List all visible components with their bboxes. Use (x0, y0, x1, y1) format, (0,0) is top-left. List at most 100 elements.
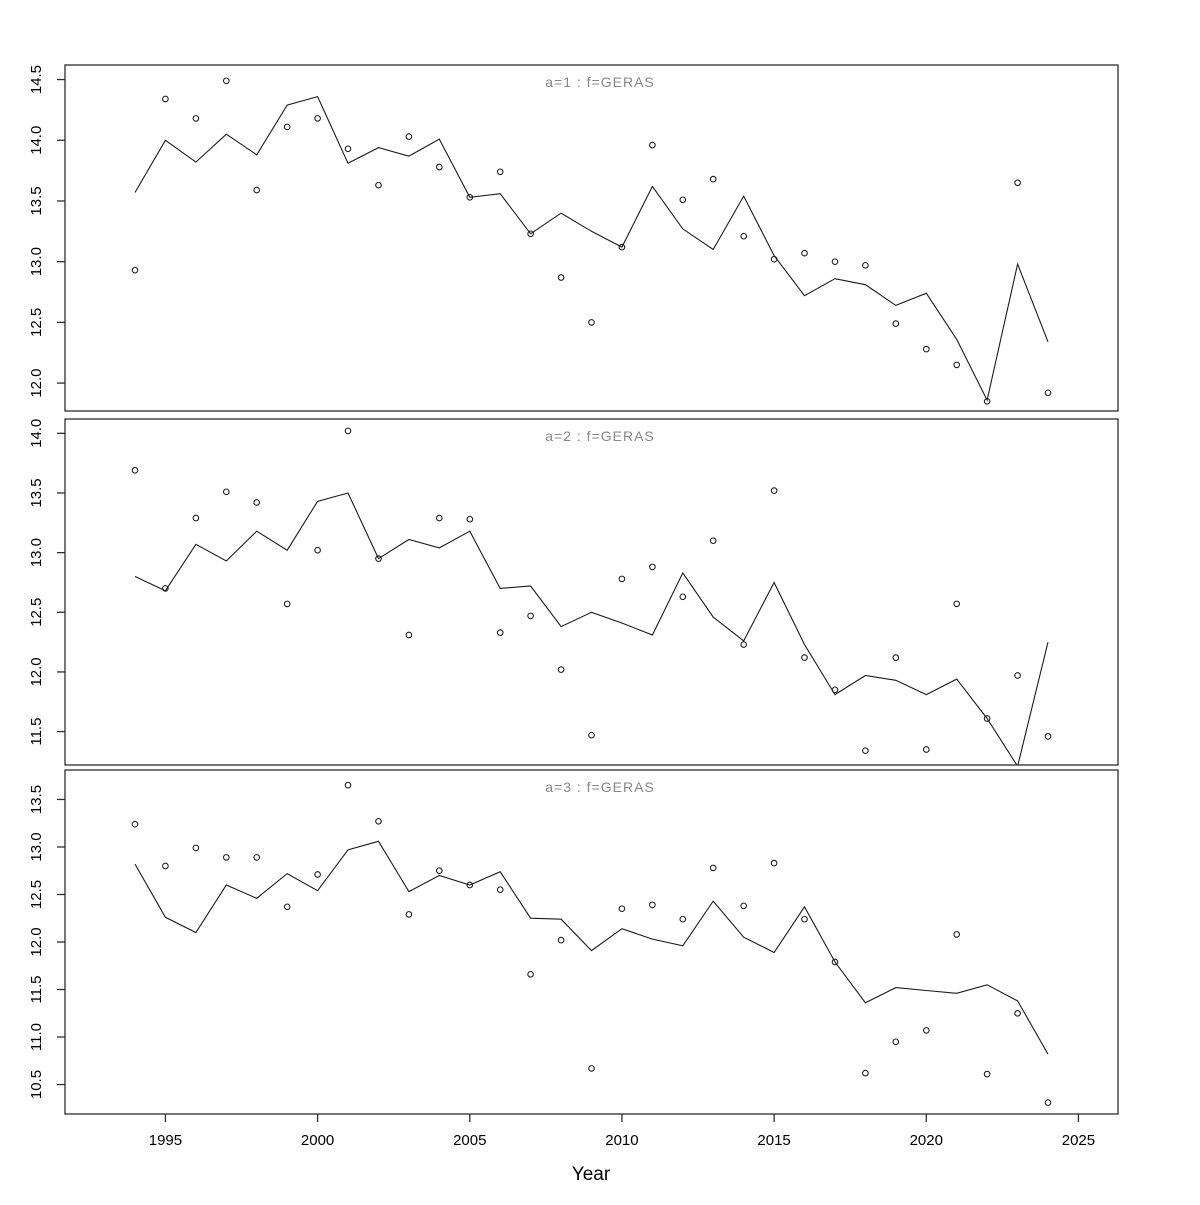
y-tick-label: 11.5 (28, 718, 45, 746)
data-point (557, 274, 565, 281)
y-tick-label: 11.0 (28, 1023, 45, 1051)
panel-1-data (131, 77, 1052, 405)
fitted-line (134, 492, 1049, 765)
data-point (253, 499, 261, 506)
data-point (1014, 179, 1021, 187)
data-point (435, 867, 443, 875)
data-point (466, 193, 474, 201)
data-point (283, 903, 291, 911)
data-point (862, 1069, 869, 1077)
data-point (892, 1038, 900, 1046)
panel-2-data (131, 427, 1052, 765)
data-point (557, 666, 565, 673)
data-point (253, 854, 261, 861)
data-point (222, 77, 230, 85)
y-tick-label: 14.0 (28, 126, 45, 155)
data-point (527, 970, 534, 978)
x-tick-label: 2010 (605, 1132, 638, 1149)
data-point (983, 1070, 991, 1078)
data-point (131, 466, 139, 474)
y-tick-label: 10.5 (28, 1070, 45, 1099)
data-point (801, 915, 808, 923)
data-point (709, 864, 717, 872)
data-point (983, 397, 991, 405)
data-point (314, 546, 321, 554)
y-tick-label: 13.5 (28, 186, 45, 215)
data-point (405, 133, 413, 140)
data-point (679, 593, 687, 601)
data-point (953, 600, 961, 608)
y-tick-label: 12.0 (28, 368, 45, 397)
x-tick-label: 2015 (757, 1132, 790, 1149)
data-point (405, 911, 413, 918)
data-point (162, 585, 169, 592)
panel-2-border (64, 418, 1119, 766)
data-point (496, 629, 504, 636)
data-point (496, 168, 504, 176)
data-point (162, 862, 169, 870)
data-point (862, 747, 869, 755)
y-tick-label: 13.0 (28, 538, 45, 567)
y-tick-label: 13.0 (28, 832, 45, 861)
data-point (344, 145, 352, 153)
panel-title: a=2 : f=GERAS (545, 428, 655, 444)
data-point (1044, 1099, 1052, 1106)
x-tick-label: 1995 (149, 1132, 182, 1149)
y-tick-label: 12.5 (28, 880, 45, 909)
data-point (649, 901, 656, 909)
panel-title: a=1 : f=GERAS (545, 74, 655, 90)
data-point (831, 258, 839, 266)
data-point (740, 641, 748, 648)
x-tick-label: 2000 (301, 1132, 334, 1149)
data-point (922, 345, 930, 353)
y-tick-label: 13.0 (28, 247, 45, 276)
data-point (953, 931, 961, 938)
data-point (435, 163, 443, 171)
data-point (618, 575, 626, 583)
data-point (862, 261, 869, 269)
data-point (283, 600, 291, 608)
data-point (162, 95, 169, 103)
data-point (770, 487, 778, 494)
data-point (192, 514, 200, 522)
y-tick-label: 13.5 (28, 785, 45, 814)
panel-title: a=3 : f=GERAS (545, 779, 655, 795)
data-point (922, 746, 930, 753)
x-axis-label: Year (572, 1164, 611, 1185)
data-point (618, 243, 626, 251)
fitted-line (134, 95, 1049, 402)
x-tick-label: 2025 (1062, 1132, 1095, 1149)
x-tick-label: 2020 (910, 1132, 943, 1149)
data-point (375, 181, 382, 189)
data-point (588, 319, 595, 326)
data-point (375, 555, 382, 562)
data-point (770, 859, 778, 867)
y-tick-label: 11.5 (28, 975, 45, 1003)
data-point (344, 427, 352, 435)
data-point (770, 255, 778, 263)
panel-3-data (131, 781, 1052, 1106)
data-point (1044, 733, 1052, 740)
data-point (892, 320, 900, 327)
y-tick-label: 13.5 (28, 478, 45, 507)
data-point (466, 515, 474, 523)
data-point (709, 175, 717, 183)
y-tick-label: 12.5 (28, 598, 45, 627)
data-point (527, 612, 534, 620)
data-point (222, 854, 230, 861)
data-point (618, 905, 626, 913)
data-point (679, 915, 687, 923)
data-point (222, 488, 230, 496)
data-point (496, 886, 504, 894)
data-point (405, 631, 413, 639)
data-point (314, 115, 321, 122)
y-tick-label: 14.0 (28, 419, 45, 448)
panel-1-border (64, 64, 1119, 412)
data-point (801, 654, 808, 661)
x-tick-label: 2005 (453, 1132, 486, 1149)
data-point (831, 686, 839, 694)
data-point (649, 563, 656, 571)
